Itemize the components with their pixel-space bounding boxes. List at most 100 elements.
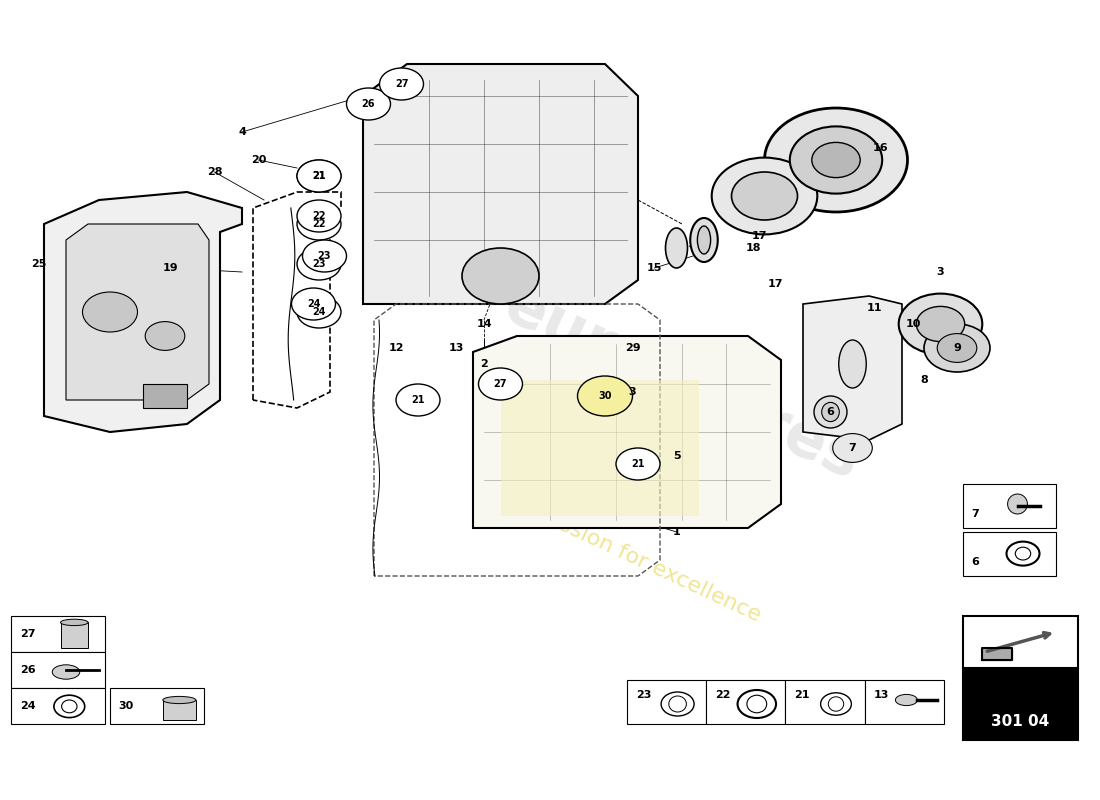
Circle shape [297,208,341,240]
Ellipse shape [666,228,688,268]
Circle shape [302,240,346,272]
Text: 21: 21 [312,171,326,181]
Ellipse shape [822,402,839,422]
Circle shape [82,292,138,332]
Text: 2: 2 [480,359,488,369]
Text: 8: 8 [920,375,928,385]
Text: 11: 11 [867,303,882,313]
Bar [706,680,785,724]
Circle shape [764,108,908,212]
Text: 4: 4 [238,127,246,137]
Circle shape [833,434,872,462]
Circle shape [732,172,798,220]
Circle shape [297,248,341,280]
Ellipse shape [691,218,717,262]
Text: 27: 27 [20,629,35,638]
Text: 15: 15 [647,263,662,273]
Text: 27: 27 [494,379,507,389]
Text: 301 04: 301 04 [991,714,1049,729]
Circle shape [292,288,336,320]
Text: 16: 16 [872,143,888,153]
Bar [143,384,187,408]
Text: 22: 22 [312,219,326,229]
Circle shape [297,160,341,192]
PathPatch shape [803,296,902,440]
Text: 6: 6 [971,557,979,566]
Polygon shape [982,648,1012,660]
Circle shape [812,142,860,178]
Ellipse shape [53,665,79,679]
Circle shape [297,160,341,192]
Text: 29: 29 [625,343,640,353]
Text: 9: 9 [953,343,961,353]
Ellipse shape [895,694,917,706]
Text: since 1985: since 1985 [601,416,763,512]
Bar [962,668,1078,740]
Text: 26: 26 [362,99,375,109]
Text: 23: 23 [312,259,326,269]
PathPatch shape [66,224,209,400]
Text: 21: 21 [794,690,810,699]
PathPatch shape [44,192,242,432]
Bar [500,380,698,516]
Circle shape [297,296,341,328]
Bar [11,688,104,724]
Text: 5: 5 [673,451,680,461]
Circle shape [578,376,632,416]
Bar [865,680,944,724]
Text: 24: 24 [307,299,320,309]
Ellipse shape [838,340,867,388]
Text: 18: 18 [746,243,761,253]
Circle shape [297,200,341,232]
Text: 14: 14 [476,319,492,329]
Bar [785,680,865,724]
Text: 12: 12 [388,343,404,353]
Circle shape [462,248,539,304]
Text: 3: 3 [629,387,636,397]
Text: 7: 7 [971,509,979,518]
Text: 13: 13 [873,690,889,699]
Text: 7: 7 [848,443,857,453]
Text: 21: 21 [631,459,645,469]
Circle shape [712,158,817,234]
PathPatch shape [363,64,638,304]
Text: 24: 24 [312,307,326,317]
Text: 30: 30 [119,701,134,710]
Text: 23: 23 [318,251,331,261]
Circle shape [145,322,185,350]
Bar [110,688,204,724]
Text: 3: 3 [937,267,944,277]
Text: 19: 19 [163,263,178,273]
Text: 26: 26 [20,665,35,674]
Ellipse shape [697,226,711,254]
Bar [627,680,706,724]
Text: 21: 21 [411,395,425,405]
Text: 13: 13 [449,343,464,353]
Circle shape [924,324,990,372]
Ellipse shape [1008,494,1027,514]
Bar [962,616,1078,668]
Bar [962,532,1056,576]
Circle shape [478,368,522,400]
Text: 23: 23 [636,690,651,699]
Text: 28: 28 [207,167,222,177]
Text: 6: 6 [826,407,835,417]
Text: 22: 22 [715,690,730,699]
Text: eurospares: eurospares [494,276,870,492]
Text: 22: 22 [312,211,326,221]
Text: 25: 25 [31,259,46,269]
Circle shape [937,334,977,362]
Text: 1: 1 [672,527,681,537]
Bar [11,652,104,688]
Text: a passion for excellence: a passion for excellence [512,494,764,626]
Circle shape [916,306,965,342]
Ellipse shape [60,619,88,626]
Text: 30: 30 [598,391,612,401]
Text: 24: 24 [20,701,35,710]
Circle shape [616,448,660,480]
Circle shape [899,294,982,354]
Text: 21: 21 [312,171,326,181]
Circle shape [379,68,424,100]
Bar [163,700,196,720]
Text: 27: 27 [395,79,408,89]
